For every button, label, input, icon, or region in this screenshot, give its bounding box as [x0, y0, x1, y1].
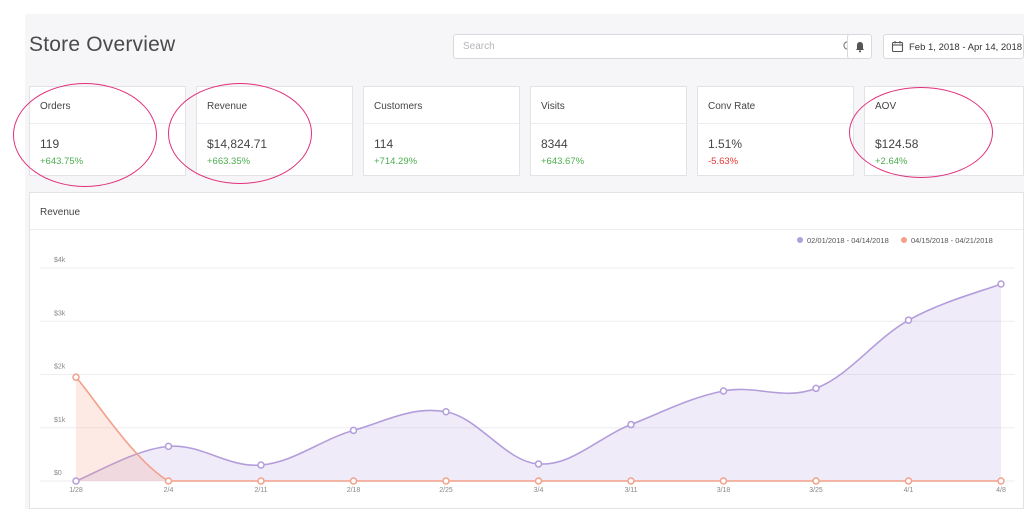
data-point — [812, 477, 820, 485]
data-point — [997, 280, 1005, 288]
data-point — [442, 408, 450, 416]
search-input[interactable]: Search — [453, 34, 866, 59]
metric-change: +643.67% — [541, 156, 585, 167]
x-tick-label: 3/25 — [809, 487, 823, 494]
metric-card-customers[interactable]: Customers 114 +714.29% — [363, 86, 520, 176]
y-tick-label: $1k — [54, 417, 66, 424]
metric-label: Conv Rate — [698, 87, 853, 124]
legend-swatch-previous — [901, 237, 907, 243]
data-point — [997, 477, 1005, 485]
legend-swatch-current — [797, 237, 803, 243]
x-tick-label: 2/4 — [164, 487, 174, 494]
chart-title: Revenue — [30, 193, 1023, 230]
data-point — [534, 460, 543, 468]
data-point — [719, 477, 728, 485]
x-tick-label: 1/28 — [69, 487, 83, 494]
data-point — [627, 420, 635, 429]
metric-change: -5.63% — [708, 156, 739, 167]
data-point — [349, 426, 358, 435]
metric-value: 114 — [374, 137, 394, 151]
metric-card-conv-rate[interactable]: Conv Rate 1.51% -5.63% — [697, 86, 854, 176]
data-point — [812, 384, 820, 393]
x-tick-label: 4/1 — [904, 487, 914, 494]
search-placeholder: Search — [463, 41, 495, 52]
data-point — [627, 477, 635, 485]
data-point — [164, 442, 173, 451]
bell-icon — [856, 42, 864, 53]
legend-item-previous[interactable]: 04/15/2018 - 04/21/2018 — [901, 236, 993, 245]
y-tick-label: $4k — [54, 257, 66, 264]
y-tick-label: $2k — [54, 364, 66, 371]
x-tick-label: 2/25 — [439, 487, 453, 494]
data-point — [257, 461, 265, 469]
x-tick-label: 2/18 — [347, 487, 361, 494]
data-point — [257, 477, 265, 485]
data-point — [349, 477, 358, 485]
x-tick-label: 4/8 — [996, 487, 1006, 494]
metric-value: 8344 — [541, 137, 568, 151]
data-point — [164, 477, 173, 485]
x-tick-label: 3/4 — [534, 487, 544, 494]
data-point — [442, 477, 450, 485]
data-point — [72, 477, 80, 485]
legend-label-current: 02/01/2018 - 04/14/2018 — [807, 236, 889, 245]
metric-label: Visits — [531, 87, 686, 124]
series-area-0 — [76, 283, 1001, 481]
notifications-button[interactable] — [847, 34, 872, 59]
metric-card-visits[interactable]: Visits 8344 +643.67% — [530, 86, 687, 176]
x-tick-label: 3/18 — [717, 487, 731, 494]
data-point — [72, 373, 80, 381]
data-point — [719, 387, 728, 395]
page-title: Store Overview — [29, 33, 176, 56]
store-overview-page: Store Overview Search Feb 1, 2018 - Apr … — [25, 14, 1024, 509]
x-tick-label: 3/11 — [624, 487, 637, 494]
metric-value: 1.51% — [708, 137, 743, 151]
annotation-circle-orders — [13, 83, 157, 187]
data-point — [534, 477, 543, 485]
annotation-circle-aov — [849, 87, 993, 178]
date-range-label: Feb 1, 2018 - Apr 14, 2018 — [909, 42, 1023, 53]
calendar-icon — [891, 41, 904, 53]
legend-label-previous: 04/15/2018 - 04/21/2018 — [911, 236, 993, 245]
revenue-chart-panel: Revenue — [29, 192, 1024, 509]
data-point — [904, 477, 913, 485]
y-tick-label: $0 — [54, 470, 62, 477]
annotation-circle-revenue — [168, 83, 312, 184]
metric-label: Customers — [364, 87, 519, 124]
data-point — [904, 316, 913, 324]
legend-item-current[interactable]: 02/01/2018 - 04/14/2018 — [797, 236, 889, 245]
y-tick-label: $3k — [54, 310, 66, 317]
metric-change: +714.29% — [374, 156, 418, 167]
x-tick-label: 2/11 — [254, 487, 267, 494]
